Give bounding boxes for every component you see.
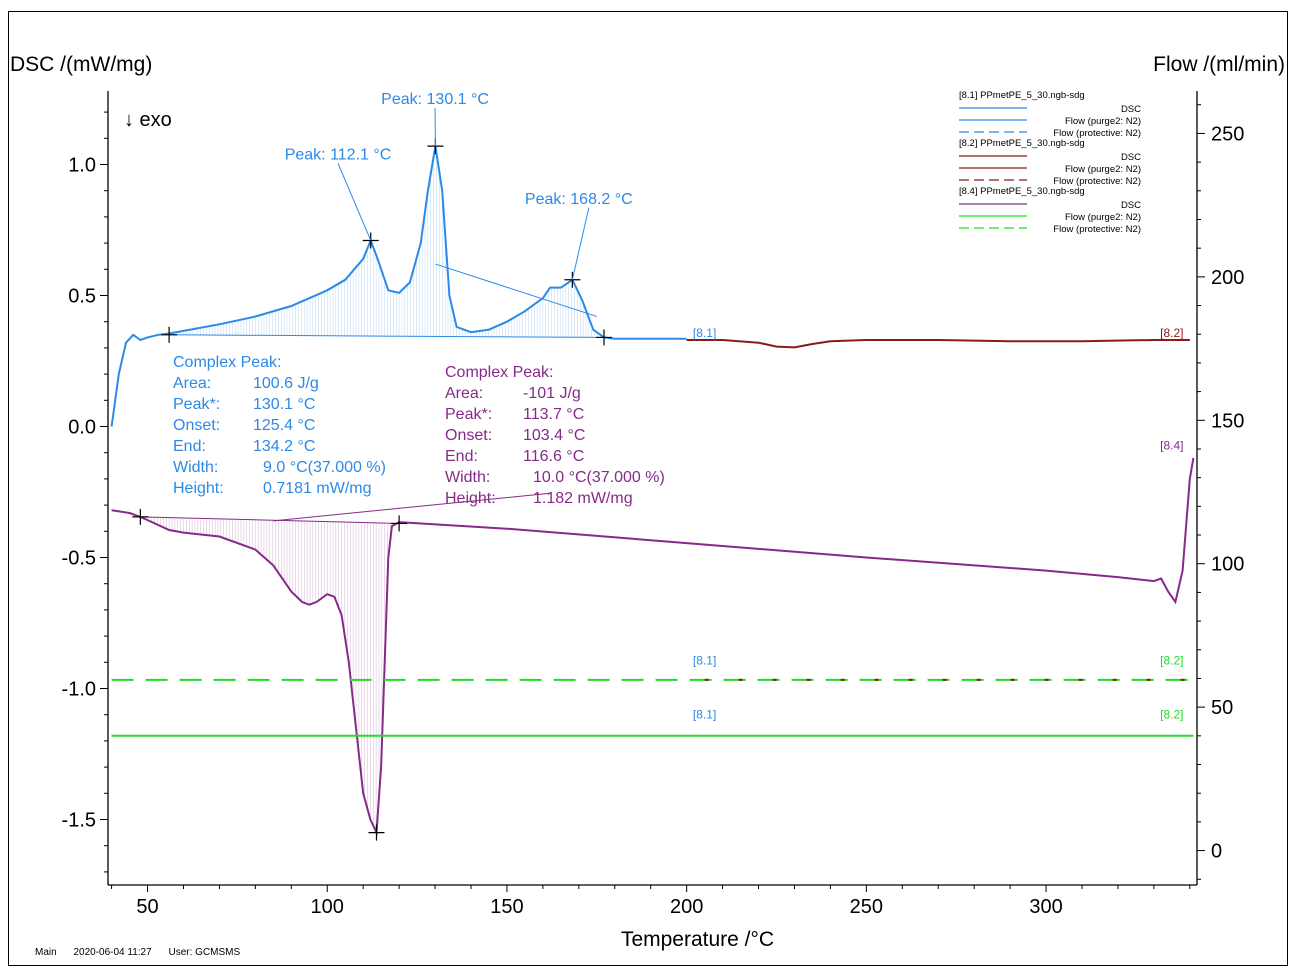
x-tick-label: 50 — [136, 896, 158, 918]
peak-box-row-label: Width: — [445, 469, 490, 486]
peak-box-row-value: 113.7 °C — [523, 406, 584, 423]
x-tick-label: 300 — [1029, 896, 1062, 918]
x-tick-label: 100 — [311, 896, 344, 918]
legend-entry-label: DSC — [1121, 152, 1141, 163]
y-left-tick-label: -0.5 — [62, 548, 96, 570]
y-left-axis-title: DSC /(mW/mg) — [10, 53, 152, 76]
legend-entry-label: Flow (purge2: N2) — [1065, 212, 1141, 223]
series-tag-label: [8.4] — [1160, 439, 1183, 453]
blue-peak-hatch — [168, 153, 604, 338]
peak-box-row-value: 103.4 °C — [523, 427, 585, 444]
peak-box-title: Complex Peak: — [173, 354, 282, 371]
legend-file-label: [8.2] PPmetPE_5_30.ngb-sdg — [959, 138, 1085, 149]
peak-box-row-value: 125.4 °C — [253, 417, 315, 434]
series-tag-label: [8.1] — [693, 707, 716, 721]
peak-box-row-label: Area: — [445, 385, 483, 402]
peak-box-row-value: 130.1 °C — [253, 396, 315, 413]
x-tick-label: 250 — [850, 896, 883, 918]
chart-frame: 50 100 150 200 250 300 -1.5 -1.0 -0.5 0.0 0.5 1.0 0 5… — [8, 11, 1288, 966]
footer-user: User: GCMSMS — [168, 947, 241, 958]
x-tick-label: 150 — [490, 896, 523, 918]
peak-annotation-label: Peak: 130.1 °C — [381, 91, 489, 108]
peak-marker — [161, 326, 178, 343]
legend-entry-label: Flow (purge2: N2) — [1065, 164, 1141, 175]
peak-box-row-value: 9.0 °C(37.000 %) — [263, 459, 386, 476]
peak-box-row-value: 100.6 J/g — [253, 375, 319, 392]
legend-entry-label: Flow (purge2: N2) — [1065, 116, 1141, 127]
peak-annotation-label: Peak: 112.1 °C — [285, 146, 392, 163]
peak-box-row-label: Onset: — [173, 417, 220, 434]
y-right-tick-label: 50 — [1211, 697, 1233, 719]
legend-entry-label: DSC — [1121, 200, 1141, 211]
series-tag-label: [8.1] — [693, 654, 716, 668]
peak-box-row-label: Peak*: — [173, 396, 220, 413]
peak-box-row-value: 116.6 °C — [523, 448, 584, 465]
peak-box-row-label: End: — [445, 448, 478, 465]
peak-box-row-value: 1.182 mW/mg — [533, 490, 633, 507]
y-right-tick-label: 250 — [1211, 123, 1244, 145]
legend-file-label: [8.4] PPmetPE_5_30.ngb-sdg — [959, 186, 1085, 197]
peak-box-row-value: 0.7181 mW/mg — [263, 480, 371, 497]
peak-box-row-label: Height: — [173, 480, 224, 497]
legend-entry-label: Flow (protective: N2) — [1053, 224, 1141, 235]
legend-entry-label: Flow (protective: N2) — [1053, 128, 1141, 139]
peak-box-title: Complex Peak: — [445, 364, 554, 381]
peak-marker — [368, 824, 385, 841]
series-tag-label: [8.2] — [1160, 707, 1183, 721]
peak-box-row-label: Width: — [173, 459, 218, 476]
series-line-2 — [111, 457, 1195, 837]
exo-label: ↓ exo — [124, 109, 172, 131]
footer: Main 2020-06-04 11:27 User: GCMSMS — [35, 947, 254, 958]
peak-marker — [595, 329, 612, 346]
purple-leader-line — [273, 492, 551, 522]
peak-box-row-value: 10.0 °C(37.000 %) — [533, 469, 665, 486]
peak-annotation-label: Peak: 168.2 °C — [525, 191, 633, 208]
y-right-tick-label: 200 — [1211, 267, 1244, 289]
peak-box-row-label: Height: — [445, 490, 496, 507]
purple-peak-hatch — [142, 516, 400, 832]
y-left-tick-label: -1.0 — [62, 679, 96, 701]
peak-box-row-label: Peak*: — [445, 406, 492, 423]
peak-box-row-label: Area: — [173, 375, 211, 392]
series-line-1 — [686, 339, 1190, 349]
y-left-tick-label: -1.5 — [62, 810, 96, 832]
series-tag-label: [8.2] — [1160, 326, 1183, 340]
y-left-tick-label: 1.0 — [68, 155, 96, 177]
footer-program: Main — [35, 947, 57, 958]
footer-datetime: 2020-06-04 11:27 — [73, 947, 152, 958]
peak-annotation-leader — [571, 207, 590, 280]
blue-tangent-line — [435, 263, 597, 317]
legend-file-label: [8.1] PPmetPE_5_30.ngb-sdg — [959, 90, 1085, 101]
blue-baseline — [169, 334, 604, 338]
series-tag-label: [8.1] — [693, 326, 716, 340]
peak-annotation-leader — [337, 163, 372, 241]
x-axis-title: Temperature /°C — [621, 928, 774, 951]
y-right-tick-label: 100 — [1211, 554, 1244, 576]
series-line-0 — [110, 146, 687, 427]
dsc-chart: 50 100 150 200 250 300 -1.5 -1.0 -0.5 0.0 0.5 1.0 0 5… — [10, 53, 1285, 951]
peak-box-row-label: End: — [173, 438, 206, 455]
y-right-tick-label: 0 — [1211, 841, 1222, 863]
legend-entry-label: DSC — [1121, 104, 1141, 115]
series-tag-label: [8.2] — [1160, 654, 1183, 668]
peak-marker — [391, 515, 408, 532]
peak-box-row-value: 134.2 °C — [253, 438, 315, 455]
legend-entry-label: Flow (protective: N2) — [1053, 176, 1141, 187]
y-right-tick-label: 150 — [1211, 410, 1244, 432]
y-left-tick-label: 0.0 — [68, 417, 96, 439]
x-tick-label: 200 — [670, 896, 703, 918]
peak-box-row-label: Onset: — [445, 427, 492, 444]
y-right-axis-title: Flow /(ml/min) — [1153, 53, 1285, 76]
peak-marker — [132, 508, 149, 525]
purple-baseline — [140, 516, 400, 524]
peak-box-row-value: -101 J/g — [523, 385, 581, 402]
y-left-tick-label: 0.5 — [68, 286, 96, 308]
